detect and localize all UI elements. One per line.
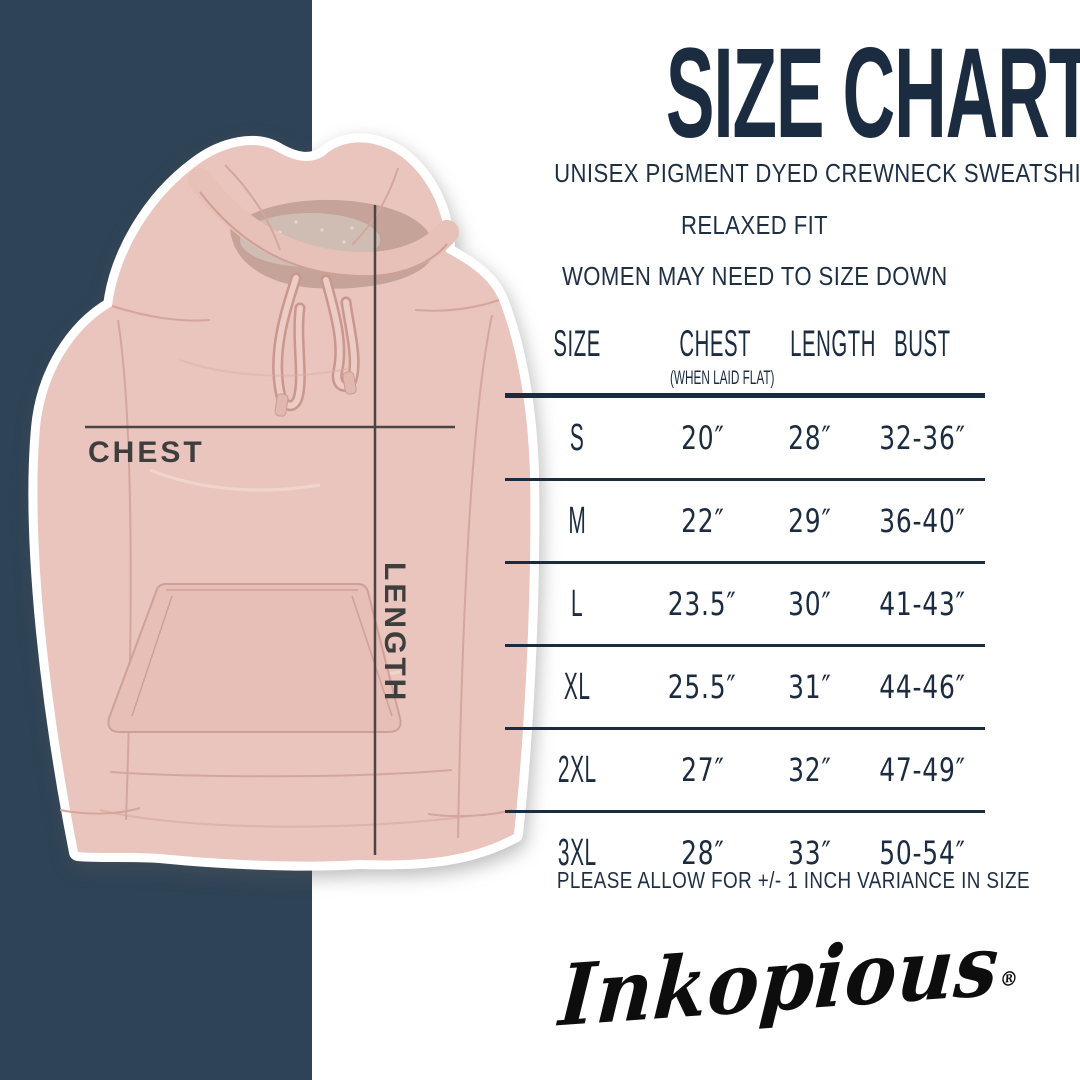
bust-cell: 36-40″ — [879, 502, 966, 540]
drawstrings — [272, 272, 360, 417]
column-header-bust: BUST — [894, 323, 951, 364]
length-cell: 30″ — [788, 585, 832, 623]
size-cell: M — [568, 499, 587, 542]
hoodie-photo: CHEST LENGTH — [28, 133, 540, 871]
length-cell: 31″ — [788, 668, 832, 706]
table-row: S 20″ 28″ 32-36″ — [505, 398, 985, 478]
length-cell: 29″ — [788, 502, 832, 540]
size-cell: S — [570, 416, 585, 459]
brand-name: Inkopious — [556, 915, 1003, 1046]
brand-logo: Inkopious® — [530, 915, 1050, 1045]
pocket-stitching — [131, 589, 393, 717]
table-row: 3XL 28″ 33″ 50-54″ — [505, 810, 985, 893]
length-cell: 28″ — [788, 419, 832, 457]
kangaroo-pocket — [107, 583, 402, 733]
length-label: LENGTH — [378, 562, 411, 703]
bust-cell: 44-46″ — [879, 668, 966, 706]
table-row: M 22″ 29″ 36-40″ — [505, 478, 985, 561]
column-header-chest: CHEST — [679, 323, 752, 364]
bust-cell: 32-36″ — [879, 419, 966, 457]
hood-rim-seam — [199, 191, 448, 278]
table-header-row: SIZE CHEST LENGTH BUST — [505, 323, 985, 365]
size-cell: 3XL — [558, 831, 597, 874]
chest-cell: 22″ — [680, 502, 725, 540]
page-title: SIZE CHART — [665, 22, 1080, 165]
chest-label: CHEST — [88, 436, 205, 469]
chest-cell: 25.5″ — [668, 668, 737, 706]
table-row: 2XL 27″ 32″ 47-49″ — [505, 727, 985, 810]
subtitle-fabric: UNISEX PIGMENT DYED CREWNECK SWEATSHIRT — [554, 158, 1080, 188]
length-cell: 33″ — [788, 834, 832, 872]
table-row: L 23.5″ 30″ 41-43″ — [505, 561, 985, 644]
variance-note: PLEASE ALLOW FOR +/- 1 INCH VARIANCE IN … — [556, 867, 1030, 893]
table-row: XL 25.5″ 31″ 44-46″ — [505, 644, 985, 727]
size-cell: L — [571, 582, 584, 625]
table-body: S 20″ 28″ 32-36″ M 22″ 29″ 36-40″ L 23.5… — [505, 393, 985, 893]
subtitle-fit: RELAXED FIT — [681, 210, 829, 240]
chest-subnote-row: (WHEN LAID FLAT) — [505, 365, 985, 391]
column-header-length: LENGTH — [790, 323, 876, 364]
chest-cell: 20″ — [680, 419, 725, 457]
chest-cell: 27″ — [680, 751, 725, 789]
chest-cell: 23.5″ — [668, 585, 737, 623]
size-cell: 2XL — [558, 748, 597, 791]
hood-fold-line — [351, 167, 399, 246]
bust-cell: 41-43″ — [879, 585, 966, 623]
bust-cell: 50-54″ — [879, 834, 966, 872]
length-cell: 32″ — [788, 751, 832, 789]
bust-cell: 47-49″ — [879, 751, 966, 789]
size-table: SIZE CHEST LENGTH BUST (WHEN LAID FLAT) … — [505, 323, 985, 893]
chest-cell: 28″ — [680, 834, 725, 872]
size-cell: XL — [564, 665, 591, 708]
column-header-size: SIZE — [553, 323, 602, 364]
hood-rim — [188, 168, 459, 277]
registered-mark: ® — [999, 965, 1021, 992]
hood-fold-line — [224, 164, 281, 251]
subtitle-sizing-note: WOMEN MAY NEED TO SIZE DOWN — [562, 261, 948, 291]
chest-subnote: (WHEN LAID FLAT) — [669, 368, 775, 389]
